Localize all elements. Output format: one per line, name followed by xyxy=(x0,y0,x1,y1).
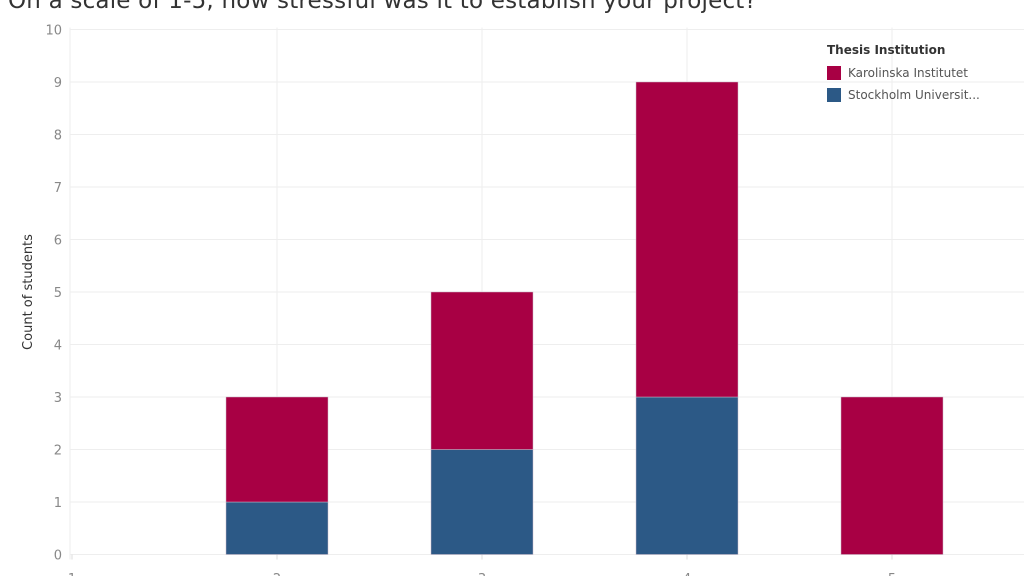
legend-title: Thesis Institution xyxy=(827,43,946,57)
y-tick-label: 8 xyxy=(54,129,62,144)
bar-segment xyxy=(635,81,739,398)
y-tick-label: 10 xyxy=(45,24,62,39)
y-tick-label: 6 xyxy=(54,234,62,249)
y-tick-label: 5 xyxy=(54,286,62,301)
x-tick-label: 4 xyxy=(683,572,691,576)
y-tick-label: 0 xyxy=(54,549,62,564)
x-tick-label: 3 xyxy=(478,572,486,576)
y-tick-label: 4 xyxy=(54,339,62,354)
legend-swatch xyxy=(827,66,841,80)
x-tick-label: 2 xyxy=(273,572,281,576)
y-tick-label: 2 xyxy=(54,444,62,459)
y-tick-label: 1 xyxy=(54,496,62,511)
legend-swatch xyxy=(827,88,841,102)
chart-title: On a scale of 1-5, how stressful was it … xyxy=(8,0,757,14)
y-axis-label: Count of students xyxy=(21,234,36,350)
legend: Thesis Institution Karolinska Institutet… xyxy=(827,43,980,106)
bar-segment xyxy=(225,396,329,503)
x-tick-label: 5 xyxy=(888,572,896,576)
legend-label: Stockholm Universit... xyxy=(848,88,980,102)
legend-label: Karolinska Institutet xyxy=(848,66,968,80)
bar-segment xyxy=(635,396,739,555)
bar-segment xyxy=(225,501,329,555)
bar-segment xyxy=(430,291,534,450)
y-tick-label: 3 xyxy=(54,391,62,406)
x-tick-label: 1 xyxy=(68,572,76,576)
y-tick-label: 9 xyxy=(54,76,62,91)
bar-segment xyxy=(430,449,534,555)
bar-segment xyxy=(840,396,944,555)
legend-item-stockholm[interactable]: Stockholm Universit... xyxy=(827,84,980,106)
legend-item-karolinska[interactable]: Karolinska Institutet xyxy=(827,62,980,84)
y-tick-label: 7 xyxy=(54,181,62,196)
